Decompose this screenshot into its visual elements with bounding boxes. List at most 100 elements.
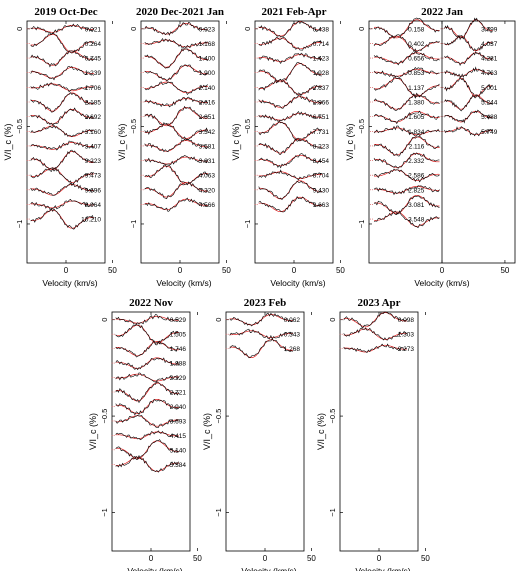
observed-profile: [144, 21, 208, 36]
y-tick-label: −0.5: [100, 409, 109, 424]
model-profile: [30, 200, 94, 209]
rotational-phase-label: 2.116: [409, 143, 425, 150]
rotational-phase-label: 2.637: [313, 85, 330, 92]
panel-title: 2022 Nov: [129, 297, 173, 309]
y-axis-label: V/I_c (%): [3, 123, 13, 160]
x-axis-label: Velocity (km/s): [241, 566, 296, 571]
rotational-phase-label: 2.229: [170, 375, 187, 382]
observed-profile: [444, 50, 493, 66]
observed-profile: [373, 185, 440, 196]
model-profile: [374, 68, 440, 77]
panel-3: 2021 Feb-Apr V/I_c (%) 0 −0.5 −1 0 50 Velocity …: [231, 6, 345, 288]
observed-profile: [144, 64, 208, 82]
rotational-phase-label: 3.160: [85, 129, 102, 136]
observed-profile: [258, 36, 323, 51]
observed-profile: [115, 455, 180, 473]
panel-2: 2020 Dec-2021 Jan V/I_c (%) 0 −0.5 −1 0 50 Velo…: [117, 6, 231, 288]
observed-profile: [144, 121, 209, 140]
rotational-phase-label: 0.745: [85, 56, 102, 63]
model-profile: [30, 142, 94, 150]
rotational-phase-label: 9.223: [85, 158, 102, 165]
observed-profile: [115, 314, 180, 325]
rotational-phase-label: 3.407: [85, 143, 102, 150]
x-tick-label: 50: [336, 266, 345, 275]
panel-title: 2021 Feb-Apr: [261, 6, 326, 18]
rotational-phase-label: 2.721: [170, 389, 187, 396]
rotational-phase-label: 1.303: [398, 332, 415, 339]
observed-profile: [30, 208, 95, 230]
rotational-phase-label: 4.763: [481, 70, 498, 77]
rotational-phase-label: 4.063: [199, 173, 216, 180]
rotational-phase-label: 1.928: [313, 70, 330, 77]
rotational-phase-label: 6.751: [313, 114, 330, 121]
panel-title: 2022 Jan: [421, 6, 463, 18]
rotational-phase-label: 9.473: [85, 173, 102, 180]
panel-4: 2022 Jan V/I_c (%) 0 −0.5 −1 0 50 Velocity (km/…: [345, 6, 516, 288]
observed-profile: [30, 50, 95, 68]
x-axis-label: Velocity (km/s): [355, 566, 410, 571]
observed-profile: [444, 94, 493, 112]
model-profile: [258, 21, 322, 37]
rotational-phase-label: 5.140: [170, 447, 187, 454]
observed-profile: [115, 340, 180, 358]
rotational-phase-label: 8.223: [313, 143, 330, 150]
rotational-phase-label: 1.137: [408, 85, 425, 92]
rotational-phase-label: 2.866: [313, 99, 330, 106]
panel-1: 2019 Oct-Dec V/I_c (%) 0 −0.5 −1 0 50 Velocity …: [3, 6, 117, 288]
observed-profile: [115, 372, 180, 383]
y-tick-label: −1: [214, 508, 223, 517]
observed-profile: [30, 199, 95, 210]
observed-profile: [144, 164, 209, 186]
y-axis-label: V/I_c (%): [202, 413, 212, 450]
observed-profile: [444, 109, 493, 124]
observed-profile: [258, 78, 323, 96]
rotational-phase-label: 3.581: [199, 143, 216, 150]
observed-profile: [444, 34, 493, 51]
observed-profile: [373, 92, 440, 111]
y-axis-label: V/I_c (%): [231, 123, 241, 160]
rotational-phase-label: 5.488: [481, 114, 498, 121]
observed-profile: [115, 398, 179, 416]
observed-profile: [373, 34, 440, 53]
rotational-phase-label: 8.704: [313, 173, 330, 180]
observed-profile: [30, 32, 95, 54]
rotational-phase-label: 1.834: [408, 129, 425, 136]
x-axis-label: Velocity (km/s): [156, 278, 211, 288]
rotational-phase-label: 2.692: [85, 114, 102, 121]
model-profile: [115, 431, 179, 440]
y-axis-label: V/I_c (%): [88, 413, 98, 450]
observed-profile: [373, 17, 440, 38]
x-tick-label: 0: [377, 554, 382, 563]
rotational-phase-label: 1.239: [85, 70, 102, 77]
observed-profile: [115, 381, 180, 404]
observed-profile: [30, 23, 95, 35]
panel-title: 2019 Oct-Dec: [34, 6, 97, 18]
observed-profile: [115, 414, 180, 429]
rotational-phase-label: 1.605: [408, 114, 425, 121]
model-profile: [258, 96, 322, 108]
rotational-phase-label: 5.001: [481, 85, 498, 92]
rotational-phase-label: 0.264: [85, 41, 102, 48]
observed-profile: [30, 140, 95, 151]
observed-profile: [373, 135, 440, 157]
rotational-phase-label: 1.505: [170, 332, 187, 339]
rotational-phase-label: 2.851: [199, 114, 216, 121]
observed-profile: [30, 149, 95, 172]
y-tick-label: −1: [129, 220, 138, 229]
y-tick-label: −1: [243, 220, 252, 229]
x-axis-label: Velocity (km/s): [270, 278, 325, 288]
model-profile: [144, 48, 208, 68]
y-tick-label: −1: [328, 508, 337, 517]
rotational-phase-label: 8.454: [313, 158, 330, 165]
y-tick-label: −0.5: [328, 409, 337, 424]
observed-profile: [229, 312, 294, 327]
observed-profile: [115, 324, 180, 346]
model-profile: [30, 24, 94, 33]
observed-profile: [144, 81, 209, 96]
observed-profile: [229, 328, 294, 340]
model-profile: [258, 138, 322, 154]
observed-profile: [343, 327, 408, 341]
rotational-phase-label: 0.656: [408, 56, 425, 63]
rotational-phase-label: 2.616: [199, 99, 216, 106]
rotational-phase-label: 0.714: [313, 41, 330, 48]
